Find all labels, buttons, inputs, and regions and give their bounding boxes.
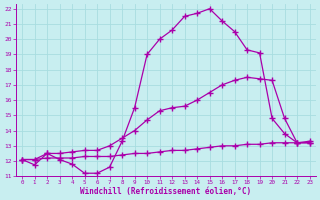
X-axis label: Windchill (Refroidissement éolien,°C): Windchill (Refroidissement éolien,°C) xyxy=(80,187,252,196)
